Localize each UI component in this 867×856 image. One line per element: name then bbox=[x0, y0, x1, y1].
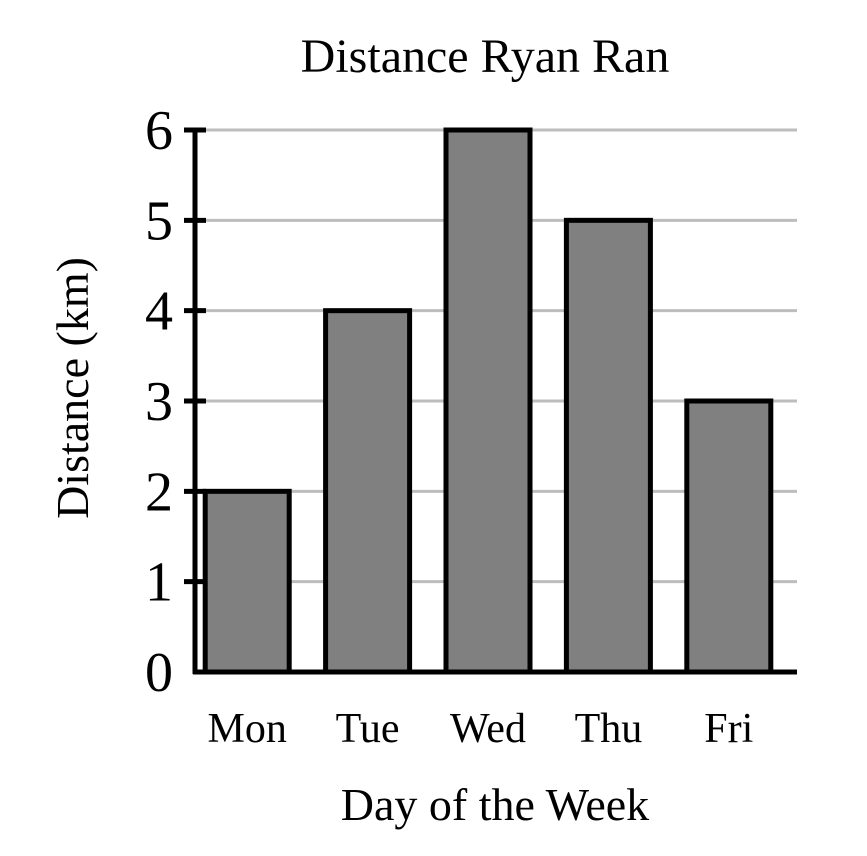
x-tick-label: Tue bbox=[336, 706, 400, 752]
chart-title: Distance Ryan Ran bbox=[301, 30, 670, 83]
y-tick-label: 4 bbox=[145, 281, 173, 343]
x-tick-label: Wed bbox=[450, 706, 526, 752]
x-axis-label: Day of the Week bbox=[341, 779, 649, 830]
bar-mon bbox=[202, 488, 292, 675]
bar-wed bbox=[443, 127, 533, 675]
bar-tue bbox=[323, 308, 413, 675]
y-tick-label: 5 bbox=[145, 190, 173, 252]
y-tick-label: 3 bbox=[145, 371, 173, 433]
bars bbox=[202, 127, 774, 675]
x-tick-label: Fri bbox=[704, 706, 753, 752]
y-tick-label: 0 bbox=[145, 642, 173, 704]
y-tick-label: 2 bbox=[145, 461, 173, 523]
x-tick-label: Thu bbox=[575, 706, 643, 752]
y-tick-label: 1 bbox=[145, 552, 173, 614]
y-axis-label: Distance (km) bbox=[47, 257, 98, 519]
bar-thu bbox=[563, 217, 653, 675]
y-tick-label: 6 bbox=[145, 100, 173, 162]
bar-fri bbox=[684, 398, 774, 675]
x-tick-label: Mon bbox=[208, 706, 287, 752]
y-tick-labels: 0 1 2 3 4 5 6 bbox=[145, 100, 173, 704]
x-tick-labels: Mon Tue Wed Thu Fri bbox=[208, 706, 754, 752]
axes bbox=[184, 127, 797, 675]
